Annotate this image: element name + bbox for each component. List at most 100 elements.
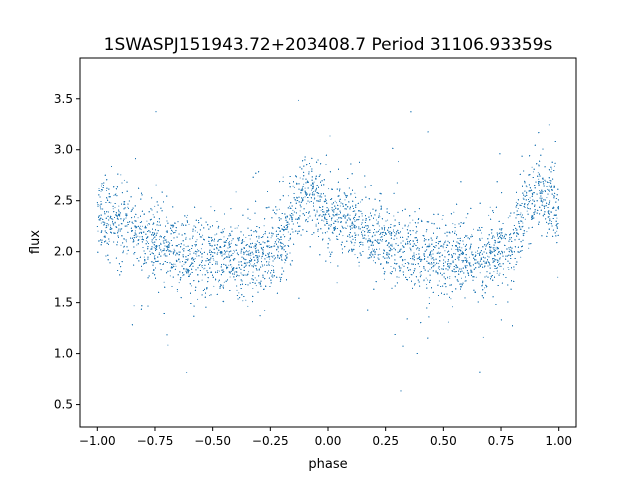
- data-point: [374, 248, 375, 250]
- data-point: [222, 253, 224, 255]
- data-point: [373, 225, 375, 227]
- data-point: [295, 200, 297, 202]
- data-point: [471, 234, 473, 236]
- data-point: [272, 256, 274, 258]
- data-point: [242, 300, 244, 302]
- data-point: [161, 251, 163, 253]
- data-point: [396, 237, 398, 239]
- data-point: [248, 250, 250, 252]
- data-point: [412, 256, 413, 258]
- data-point: [264, 310, 266, 311]
- data-point: [197, 298, 199, 300]
- data-point: [492, 260, 494, 262]
- data-point: [163, 281, 165, 283]
- data-point: [201, 279, 203, 281]
- data-point: [463, 243, 465, 245]
- data-point: [115, 232, 117, 234]
- data-point: [271, 226, 273, 228]
- data-point: [522, 225, 524, 227]
- data-point: [335, 202, 337, 204]
- data-point: [173, 263, 175, 265]
- data-point: [146, 220, 148, 222]
- data-point: [233, 249, 235, 251]
- data-point: [466, 257, 468, 259]
- data-point: [452, 255, 454, 257]
- data-point: [443, 283, 445, 285]
- data-point: [194, 230, 196, 232]
- data-point: [475, 251, 477, 253]
- data-point: [270, 237, 272, 239]
- data-point: [383, 225, 385, 227]
- data-point: [249, 238, 251, 240]
- data-point: [317, 195, 319, 197]
- data-point: [488, 214, 490, 216]
- data-point: [504, 233, 506, 235]
- data-point: [394, 232, 395, 233]
- data-point: [258, 269, 260, 271]
- data-points: [96, 99, 559, 392]
- data-point: [235, 191, 237, 193]
- data-point: [371, 236, 373, 238]
- data-point: [196, 231, 198, 233]
- data-point: [402, 227, 404, 229]
- data-point: [420, 219, 422, 221]
- data-point: [367, 235, 369, 237]
- data-point: [227, 256, 229, 258]
- data-point: [494, 236, 495, 238]
- data-point: [293, 186, 295, 188]
- data-point: [167, 344, 169, 346]
- data-point: [114, 207, 116, 209]
- data-point: [309, 165, 311, 167]
- data-point: [557, 276, 559, 278]
- data-point: [430, 256, 432, 258]
- data-point: [393, 215, 395, 217]
- data-point: [262, 254, 264, 256]
- data-point: [499, 265, 501, 267]
- data-point: [526, 231, 528, 233]
- data-point: [328, 188, 330, 190]
- data-point: [289, 205, 291, 207]
- data-point: [542, 200, 544, 202]
- data-point: [234, 271, 236, 273]
- data-point: [329, 135, 331, 137]
- data-point: [245, 299, 247, 301]
- data-point: [379, 213, 380, 215]
- data-point: [272, 266, 274, 267]
- data-point: [222, 229, 224, 231]
- data-point: [139, 225, 141, 227]
- data-point: [502, 237, 504, 239]
- data-point: [151, 241, 153, 243]
- data-point: [236, 227, 238, 229]
- data-point: [186, 214, 188, 216]
- data-point: [278, 257, 280, 259]
- data-point: [330, 225, 332, 227]
- data-point: [425, 277, 427, 279]
- data-point: [220, 247, 222, 248]
- data-point: [551, 168, 553, 170]
- data-point: [415, 254, 417, 255]
- data-point: [503, 237, 505, 239]
- data-point: [336, 282, 338, 284]
- data-point: [218, 239, 219, 241]
- data-point: [447, 321, 449, 323]
- data-point: [297, 231, 299, 233]
- data-point: [336, 212, 338, 214]
- data-point: [305, 194, 307, 195]
- data-point: [309, 201, 311, 203]
- data-point: [401, 264, 403, 266]
- data-point: [153, 246, 155, 248]
- data-point: [115, 193, 117, 195]
- data-point: [269, 258, 271, 260]
- data-point: [149, 250, 151, 252]
- data-point: [283, 243, 284, 245]
- data-point: [313, 183, 314, 185]
- data-point: [511, 252, 513, 254]
- data-point: [255, 247, 257, 249]
- data-point: [218, 281, 219, 283]
- data-point: [250, 257, 251, 259]
- data-point: [493, 271, 495, 273]
- data-point: [229, 276, 231, 278]
- data-point: [101, 185, 102, 187]
- data-point: [134, 230, 136, 232]
